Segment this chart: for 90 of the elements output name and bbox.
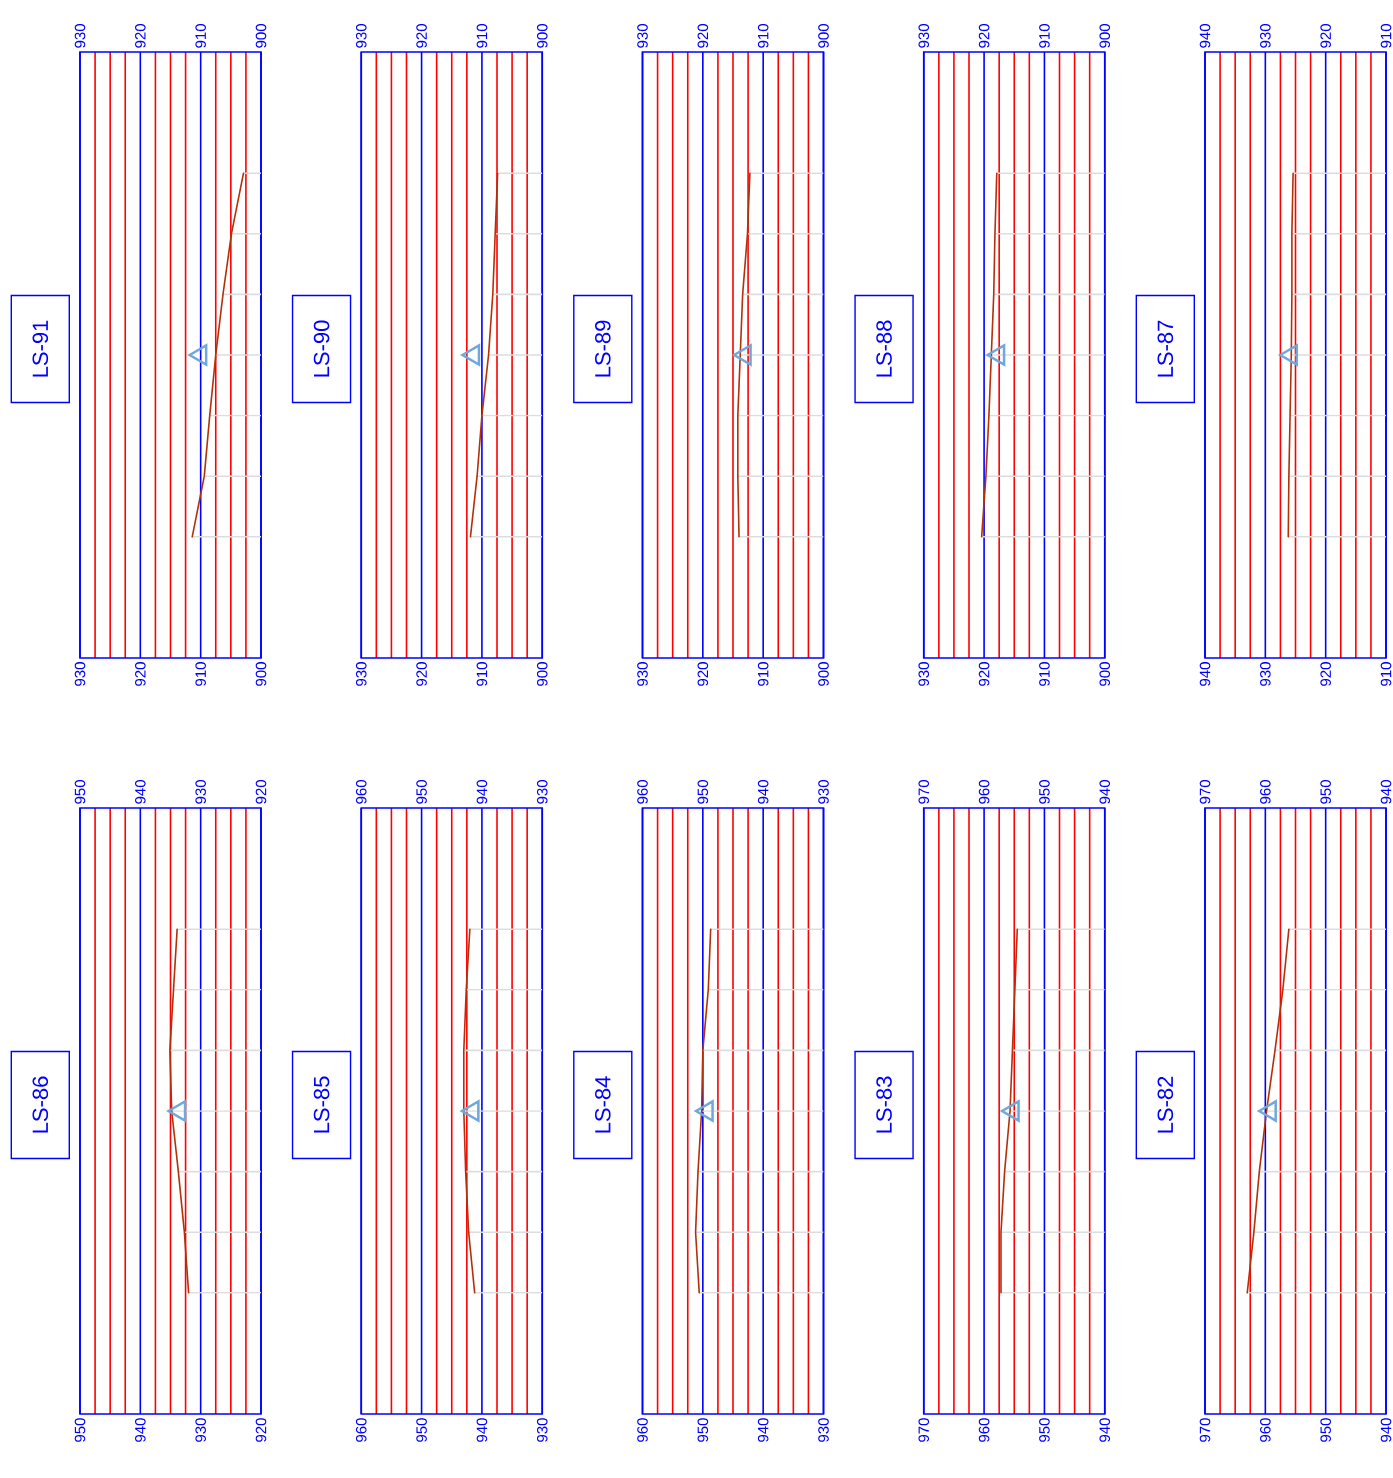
x2-tick-label: 910 <box>1039 24 1050 48</box>
x-tick-label: 930 <box>637 662 648 686</box>
x-tick-label: 930 <box>1260 662 1271 686</box>
x2-tick-label: 910 <box>195 24 206 48</box>
x-tick-label: 930 <box>74 662 86 686</box>
x-tick-label: 910 <box>1380 662 1392 686</box>
x-tick-label: 900 <box>536 662 548 686</box>
text: LS-85 <box>313 1076 330 1133</box>
x2-tick-label: 900 <box>818 24 829 48</box>
x-tick-label: 920 <box>416 662 427 686</box>
x-tick-label: 900 <box>818 662 829 686</box>
text: LS-87 <box>1157 320 1174 377</box>
x-tick-label: 900 <box>1099 662 1111 686</box>
x-tick-label: 930 <box>918 662 930 686</box>
x-tick-label: 950 <box>697 1418 709 1442</box>
x2-tick-label: 910 <box>757 24 769 48</box>
x-tick-label: 910 <box>476 662 488 686</box>
x2-tick-label: 920 <box>978 24 990 48</box>
x2-tick-label: 970 <box>918 780 930 804</box>
x2-tick-label: 900 <box>1099 24 1111 48</box>
x2-tick-label: 950 <box>697 780 709 804</box>
x2-tick-label: 950 <box>1320 780 1331 804</box>
x-tick-label: 920 <box>697 662 709 686</box>
x-tick-label: 950 <box>1320 1418 1331 1442</box>
x2-tick-label: 940 <box>135 780 146 804</box>
x2-tick-label: 970 <box>1199 780 1211 804</box>
x-tick-label: 910 <box>1039 662 1050 686</box>
x2-tick-label: 930 <box>637 24 648 48</box>
x-tick-label: 940 <box>1199 662 1211 686</box>
x-tick-label: 920 <box>135 662 146 686</box>
x2-tick-label: 940 <box>757 780 769 804</box>
x-tick-label: 940 <box>1380 1418 1392 1442</box>
x2-tick-label: 960 <box>1260 780 1271 804</box>
x2-tick-label: 940 <box>1380 780 1392 804</box>
x-tick-label: 950 <box>416 1418 427 1442</box>
x-tick-label: 910 <box>757 662 769 686</box>
x-tick-label: 920 <box>1320 662 1331 686</box>
text: LS-88 <box>876 320 892 377</box>
x2-tick-label: 920 <box>697 24 709 48</box>
x-tick-label: 940 <box>1099 1418 1111 1442</box>
x-tick-label: 960 <box>1260 1418 1271 1442</box>
text: LS-91 <box>32 320 49 377</box>
x-tick-label: 970 <box>918 1418 930 1442</box>
x-tick-label: 960 <box>978 1418 990 1442</box>
text: LS-90 <box>313 320 330 377</box>
text: LS-82 <box>1157 1076 1174 1133</box>
text: LS-83 <box>876 1076 892 1133</box>
x2-tick-label: 960 <box>355 780 367 804</box>
x-tick-label: 940 <box>757 1418 769 1442</box>
x2-tick-label: 900 <box>255 24 267 48</box>
x-tick-label: 910 <box>195 662 206 686</box>
x2-tick-label: 930 <box>536 780 548 804</box>
x-tick-label: 920 <box>978 662 990 686</box>
x2-tick-label: 900 <box>536 24 548 48</box>
text: LS-86 <box>32 1076 49 1133</box>
x2-tick-label: 920 <box>416 24 427 48</box>
x2-tick-label: 940 <box>1099 780 1111 804</box>
x-tick-label: 960 <box>637 1418 648 1442</box>
x-tick-label: 930 <box>195 1418 206 1442</box>
x2-tick-label: 930 <box>195 780 206 804</box>
x2-tick-label: 930 <box>74 24 86 48</box>
text: LS-84 <box>595 1076 611 1133</box>
text: LS-89 <box>595 320 611 377</box>
x-tick-label: 940 <box>476 1418 488 1442</box>
x2-tick-label: 910 <box>476 24 488 48</box>
x-tick-label: 930 <box>536 1418 548 1442</box>
x-tick-label: 940 <box>135 1418 146 1442</box>
x2-tick-label: 930 <box>918 24 930 48</box>
x2-tick-label: 940 <box>1199 24 1211 48</box>
x-tick-label: 900 <box>255 662 267 686</box>
x-tick-label: 950 <box>1039 1418 1050 1442</box>
x2-tick-label: 960 <box>637 780 648 804</box>
x-tick-label: 920 <box>255 1418 267 1442</box>
x-tick-label: 960 <box>355 1418 367 1442</box>
x2-tick-label: 950 <box>1039 780 1050 804</box>
x2-tick-label: 950 <box>74 780 86 804</box>
x-tick-label: 970 <box>1199 1418 1211 1442</box>
x2-tick-label: 950 <box>416 780 427 804</box>
x-tick-label: 950 <box>74 1418 86 1442</box>
x2-tick-label: 930 <box>355 24 367 48</box>
x2-tick-label: 910 <box>1380 24 1392 48</box>
x2-tick-label: 930 <box>818 780 829 804</box>
x2-tick-label: 940 <box>476 780 488 804</box>
x2-tick-label: 960 <box>978 780 990 804</box>
x2-tick-label: 920 <box>135 24 146 48</box>
x2-tick-label: 930 <box>1260 24 1271 48</box>
x2-tick-label: 920 <box>1320 24 1331 48</box>
x-tick-label: 930 <box>818 1418 829 1442</box>
x-tick-label: 930 <box>355 662 367 686</box>
x2-tick-label: 920 <box>255 780 267 804</box>
